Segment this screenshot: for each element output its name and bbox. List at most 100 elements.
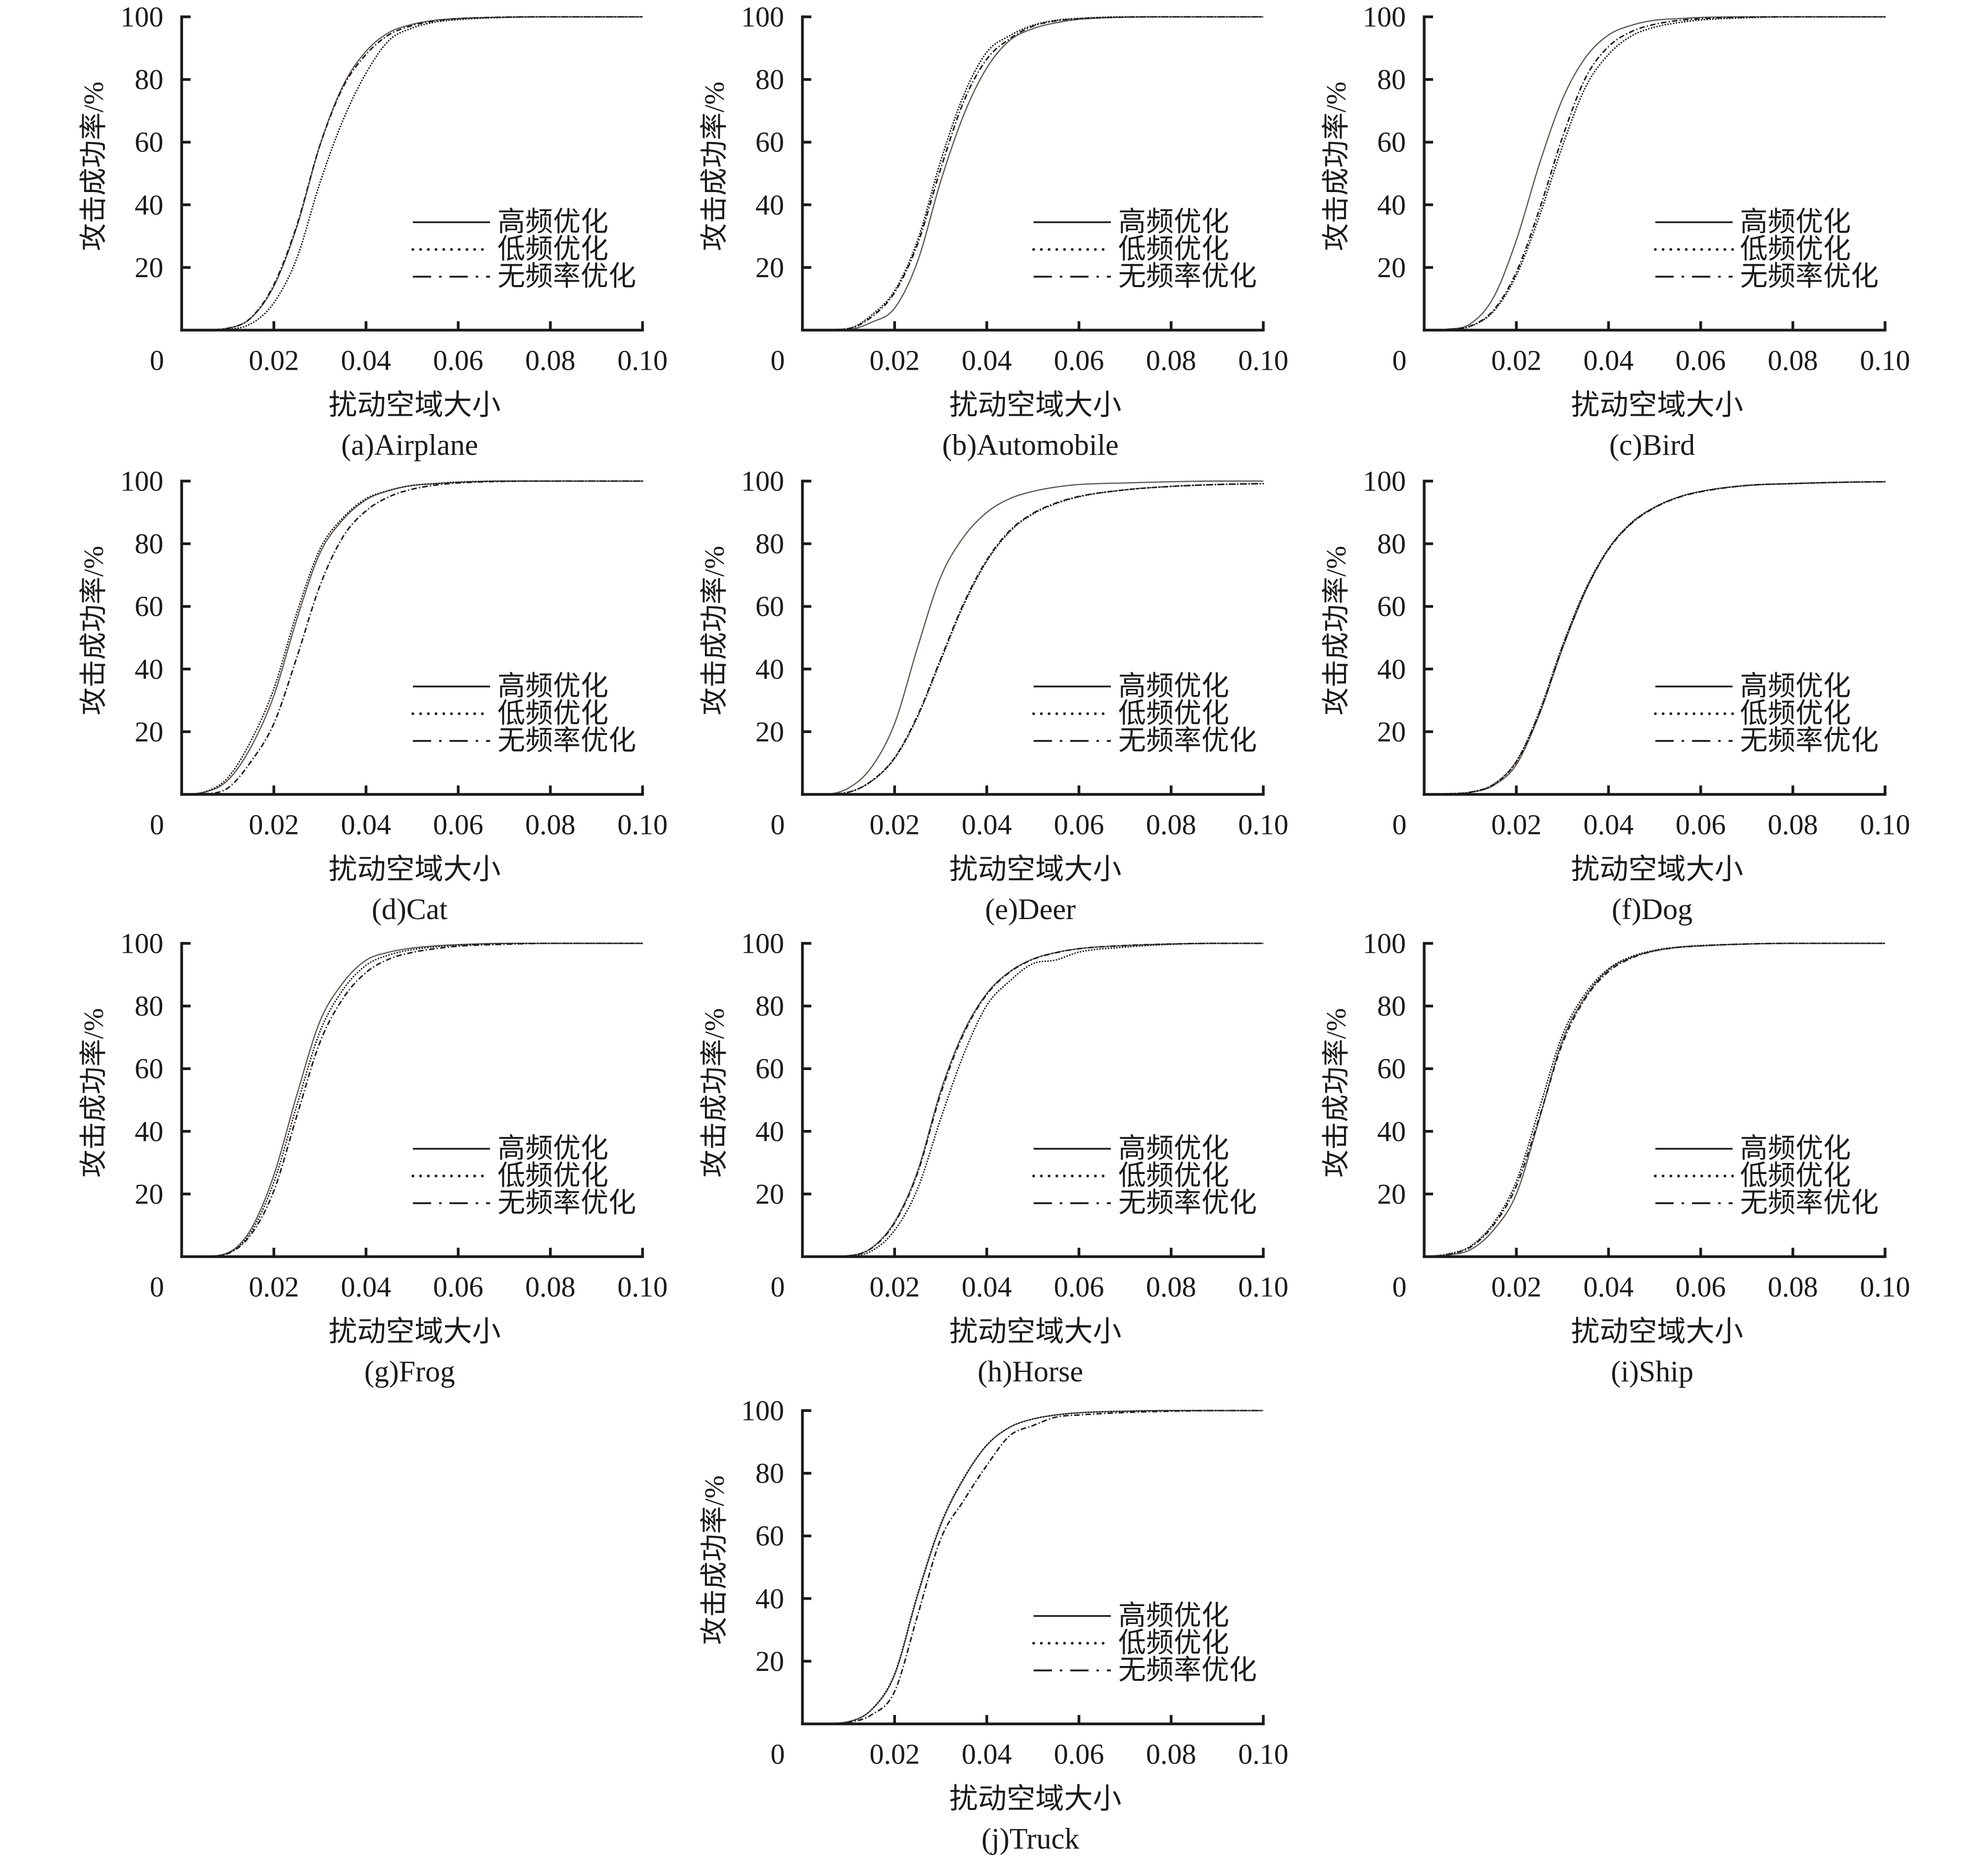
legend-item: 低频优化	[1032, 1161, 1229, 1191]
legend-item: 无频率优化	[1655, 726, 1879, 756]
chart-panel-airplane: 20 40 60 80 100 0 0.02 0.04 0.06 0.08 0.10 攻击成功率/% 扰…	[79, 1, 668, 462]
x-tick-label: 0.06	[1054, 1271, 1104, 1303]
legend-label: 无频率优化	[497, 1188, 636, 1219]
legend-label: 低频优化	[1118, 1628, 1229, 1659]
x-tick-label: 0.04	[962, 1738, 1012, 1770]
legend-label: 高频优化	[497, 671, 608, 702]
legend-item: 高频优化	[1655, 207, 1851, 238]
panel-caption: (f)Dog	[1612, 893, 1692, 926]
y-tick-label: 60	[1377, 1053, 1406, 1085]
legend-item: 低频优化	[1032, 234, 1229, 265]
legend-label: 低频优化	[1118, 1161, 1229, 1191]
x-tick-label: 0.08	[1146, 1738, 1196, 1770]
x-tick-label: 0	[1392, 344, 1407, 377]
x-tick-label: 0.08	[525, 1271, 576, 1303]
legend-item: 高频优化	[1034, 1601, 1229, 1631]
plot-series	[1423, 942, 1886, 1258]
plot-series	[181, 16, 644, 331]
legend-item: 低频优化	[1032, 698, 1229, 729]
y-tick-label: 20	[755, 251, 784, 284]
legend-item: 低频优化	[1032, 1628, 1229, 1659]
x-tick-label: 0.02	[248, 809, 299, 841]
x-tick-label: 0.02	[1491, 809, 1541, 841]
line-no-frequency-optimization	[802, 1410, 1263, 1725]
x-tick-label: 0.10	[1238, 1738, 1289, 1770]
legend-item: 低频优化	[411, 234, 608, 265]
x-tick-label: 0.04	[341, 809, 392, 841]
x-tick-label: 0.08	[1768, 1271, 1818, 1303]
x-tick-label: 0.06	[433, 344, 484, 377]
legend-item: 高频优化	[413, 1133, 608, 1164]
plot-series	[181, 942, 644, 1258]
x-tick-label: 0.08	[1146, 809, 1196, 841]
line-no-frequency-optimization	[1424, 481, 1886, 795]
legend-item: 低频优化	[1654, 698, 1851, 729]
x-tick-label: 0.06	[1676, 344, 1726, 377]
chart-panel-horse: 20 40 60 80 100 0 0.02 0.04 0.06 0.08 0.10 攻击成功率/% 扰…	[699, 928, 1289, 1388]
legend-item: 低频优化	[411, 698, 608, 729]
x-tick-label: 0	[771, 1738, 785, 1770]
legend-label: 无频率优化	[497, 261, 636, 292]
y-tick-label: 100	[120, 928, 163, 960]
x-tick-label: 0.04	[1584, 809, 1634, 841]
legend-label: 无频率优化	[1118, 1188, 1257, 1219]
line-no-frequency-optimization	[802, 483, 1264, 795]
chart-panel-cat: 20 40 60 80 100 0 0.02 0.04 0.06 0.08 0.10 攻击成功率/% 扰…	[79, 465, 668, 926]
line-low-frequency-optimization	[181, 942, 644, 1258]
x-tick-label: 0.10	[617, 809, 668, 841]
y-tick-label: 80	[1377, 990, 1406, 1022]
plot-series	[1423, 16, 1886, 331]
x-axis-title: 扰动空域大小	[328, 1316, 500, 1348]
x-tick-label: 0.04	[962, 809, 1012, 841]
legend-label: 高频优化	[1118, 207, 1229, 238]
x-axis-title: 扰动空域大小	[949, 389, 1121, 421]
x-tick-label: 0.02	[869, 1738, 920, 1770]
legend-label: 低频优化	[1740, 1161, 1851, 1191]
legend-item: 高频优化	[1655, 671, 1851, 702]
legend-item: 无频率优化	[1034, 726, 1257, 756]
y-tick-label: 60	[755, 1520, 784, 1552]
y-tick-label: 80	[755, 528, 784, 560]
line-low-frequency-optimization	[801, 942, 1264, 1258]
y-tick-label: 40	[755, 653, 784, 685]
x-tick-label: 0.08	[525, 344, 576, 377]
y-tick-label: 80	[135, 63, 163, 96]
x-tick-label: 0.10	[1860, 344, 1910, 377]
plot-series	[801, 1410, 1264, 1725]
x-axis-title: 扰动空域大小	[949, 1783, 1121, 1815]
plot-series	[1423, 481, 1886, 795]
plot-series	[801, 16, 1264, 331]
panel-caption: (h)Horse	[978, 1355, 1083, 1388]
legend-item: 无频率优化	[413, 1188, 636, 1219]
y-tick-label: 40	[755, 189, 784, 221]
x-tick-label: 0.06	[1054, 344, 1104, 377]
legend-label: 高频优化	[497, 1133, 608, 1164]
y-axis-title: 攻击成功率/%	[1321, 546, 1352, 715]
x-tick-label: 0.06	[1054, 809, 1104, 841]
chart-panel-deer: 20 40 60 80 100 0 0.02 0.04 0.06 0.08 0.10 攻击成功率/% 扰…	[699, 465, 1289, 926]
legend-label: 低频优化	[1118, 234, 1229, 265]
x-tick-label: 0	[771, 1271, 785, 1303]
y-tick-label: 100	[1363, 1, 1406, 33]
y-tick-label: 40	[135, 653, 163, 685]
legend-label: 无频率优化	[1118, 261, 1257, 292]
legend-item: 无频率优化	[1655, 261, 1879, 292]
legend-label: 低频优化	[497, 234, 608, 265]
x-tick-label: 0	[150, 1271, 164, 1303]
panel-caption: (b)Automobile	[942, 429, 1119, 461]
legend-item: 无频率优化	[413, 261, 636, 292]
x-tick-label: 0.02	[248, 1271, 299, 1303]
plot-series	[181, 480, 644, 795]
chart-panel-automobile: 20 40 60 80 100 0 0.02 0.04 0.06 0.08 0.10 攻击成功率/% 扰…	[699, 1, 1289, 462]
y-tick-label: 60	[755, 1053, 784, 1085]
chart-panel-truck: 20 40 60 80 100 0 0.02 0.04 0.06 0.08 0.10 攻击成功率/% 扰…	[699, 1395, 1289, 1856]
x-tick-label: 0.08	[1768, 344, 1818, 377]
legend-item: 无频率优化	[1034, 1188, 1257, 1219]
line-no-frequency-optimization	[1424, 16, 1885, 331]
x-tick-label: 0.04	[962, 1271, 1012, 1303]
